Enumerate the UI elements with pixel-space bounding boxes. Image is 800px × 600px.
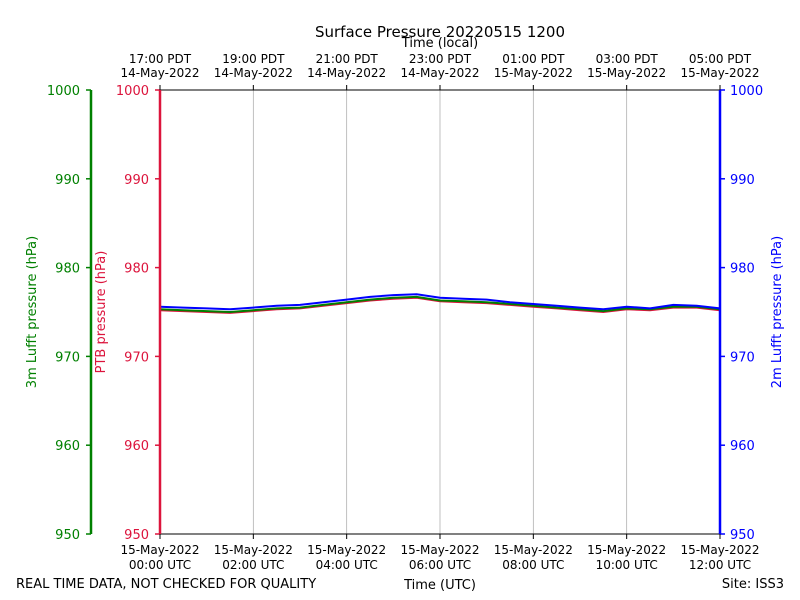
series-lines	[159, 293, 721, 314]
local-x-tick-date: 15-May-2022	[680, 66, 759, 80]
series-line-lufft2m	[159, 293, 721, 311]
local-x-tick-time: 21:00 PDT	[316, 52, 379, 66]
utc-x-tick-date: 15-May-2022	[494, 543, 573, 557]
utc-x-tick-date: 15-May-2022	[120, 543, 199, 557]
utc-x-tick-time: 12:00 UTC	[689, 558, 751, 572]
ptb-y-tick-label: 980	[124, 262, 149, 277]
lufft3m-y-tick-label: 990	[55, 173, 80, 188]
lufft2m-axis-title: 2m Lufft pressure (hPa)	[770, 236, 785, 388]
utc-x-tick-time: 08:00 UTC	[502, 558, 564, 572]
x-axis-label: Time (UTC)	[403, 578, 476, 593]
lufft3m-y-tick-label: 980	[55, 262, 80, 277]
utc-x-tick-time: 04:00 UTC	[316, 558, 378, 572]
lufft3m-y-tick-label: 960	[55, 439, 80, 454]
lufft3m-y-tick-label: 970	[55, 350, 80, 365]
local-x-tick-time: 01:00 PDT	[502, 52, 565, 66]
local-x-tick-time: 05:00 PDT	[689, 52, 752, 66]
grid-lines	[252, 90, 628, 534]
ptb-axis-title: PTB pressure (hPa)	[94, 251, 109, 374]
local-x-tick-time: 19:00 PDT	[222, 52, 285, 66]
lufft2m-y-tick-label: 960	[730, 439, 755, 454]
local-x-tick-date: 14-May-2022	[214, 66, 293, 80]
series-line-lufft3m	[159, 295, 721, 314]
ptb-y-tick-label: 970	[124, 350, 149, 365]
local-x-tick-time: 03:00 PDT	[596, 52, 659, 66]
ptb-y-tick-label: 1000	[116, 84, 149, 99]
lufft2m-y-tick-label: 990	[730, 173, 755, 188]
lufft2m-y-tick-label: 980	[730, 262, 755, 277]
local-x-tick-date: 15-May-2022	[587, 66, 666, 80]
site-label: Site: ISS3	[722, 577, 784, 592]
local-x-tick-time: 23:00 PDT	[409, 52, 472, 66]
local-x-tick-date: 15-May-2022	[494, 66, 573, 80]
axis-ticks: 950 950 950 960 960 960 970 970 970 980 980 980 990 9…	[25, 52, 785, 572]
quality-notice: REAL TIME DATA, NOT CHECKED FOR QUALITY	[16, 577, 316, 592]
chart-title: Surface Pressure 20220515 1200	[315, 23, 565, 41]
utc-x-tick-time: 06:00 UTC	[409, 558, 471, 572]
lufft3m-y-tick-label: 1000	[47, 84, 80, 99]
top-axis-label: Time (local)	[401, 36, 478, 51]
ptb-y-tick-label: 950	[124, 528, 149, 543]
local-x-tick-date: 14-May-2022	[120, 66, 199, 80]
utc-x-tick-date: 15-May-2022	[400, 543, 479, 557]
utc-x-tick-time: 00:00 UTC	[129, 558, 191, 572]
utc-x-tick-date: 15-May-2022	[587, 543, 666, 557]
utc-x-tick-date: 15-May-2022	[214, 543, 293, 557]
lufft3m-axis-title: 3m Lufft pressure (hPa)	[25, 236, 40, 388]
local-x-tick-date: 14-May-2022	[307, 66, 386, 80]
ptb-y-tick-label: 960	[124, 439, 149, 454]
ptb-y-tick-label: 990	[124, 173, 149, 188]
utc-x-tick-time: 02:00 UTC	[222, 558, 284, 572]
utc-x-tick-date: 15-May-2022	[307, 543, 386, 557]
local-x-tick-date: 14-May-2022	[400, 66, 479, 80]
utc-x-tick-time: 10:00 UTC	[596, 558, 658, 572]
local-x-tick-time: 17:00 PDT	[129, 52, 192, 66]
lufft2m-y-tick-label: 970	[730, 350, 755, 365]
utc-x-tick-date: 15-May-2022	[680, 543, 759, 557]
lufft2m-y-tick-label: 950	[730, 528, 755, 543]
lufft3m-y-tick-label: 950	[55, 528, 80, 543]
lufft2m-y-tick-label: 1000	[730, 84, 763, 99]
